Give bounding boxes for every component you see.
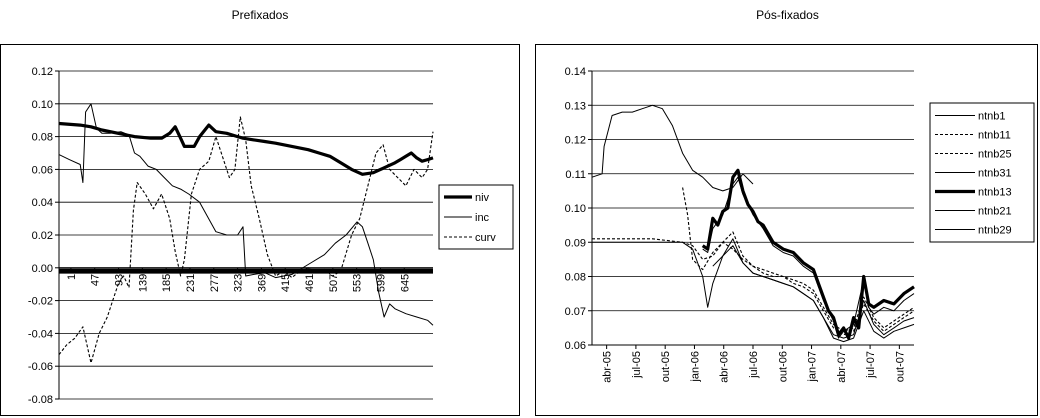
x-tick-label: jul-06	[748, 351, 760, 379]
x-tick-label: 461	[304, 274, 316, 292]
legend-label: niv	[475, 192, 490, 204]
chart-pos-fixados: 0.14 0.13 0.12 0.11 0.10 0.09 0.08 0.07 0.06 abr-…	[535, 44, 1038, 416]
chart-title-pos-fixados: Pós-fixados	[756, 8, 819, 22]
legend-label: ntnb11	[978, 130, 1011, 142]
x-tick-label: 47	[90, 274, 102, 286]
x-tick-label: 231	[185, 274, 197, 292]
chart-prefixados: 0.12 0.10 0.08 0.06 0.04 0.02 0.00 -0.02 -0.04 -0…	[0, 44, 520, 416]
y-tick-label: 0.00	[32, 263, 53, 275]
series-line-curv	[58, 116, 434, 364]
series-line-inc	[58, 103, 434, 326]
chart-title-prefixados: Prefixados	[231, 8, 289, 22]
y-tick-label: 0.11	[565, 169, 586, 181]
y-tick-label: 0.13	[565, 100, 586, 112]
y-tick-label: 0.02	[32, 230, 53, 242]
x-tick-label: 645	[399, 274, 411, 292]
x-tick-label: 553	[352, 274, 364, 292]
legend-label: ntnb13	[978, 187, 1012, 199]
x-tick-label: 185	[161, 274, 173, 292]
y-tick-label: 0.12	[32, 66, 53, 78]
y-tick-label: 0.08	[565, 272, 586, 284]
series-line-ntnb25	[592, 231, 915, 332]
y-tick-label: -0.08	[28, 394, 53, 406]
x-tick-label: 139	[137, 274, 149, 292]
x-tick-label: abr-07	[836, 351, 848, 383]
x-tick-label: 1	[66, 274, 78, 280]
x-tick-label: 277	[209, 274, 221, 292]
y-tick-label: 0.10	[565, 203, 586, 215]
series-line-ntnb21	[702, 176, 915, 339]
y-tick-label: 0.07	[565, 306, 586, 318]
legend-label: ntnb1	[978, 111, 1006, 123]
x-tick-label: out-06	[777, 351, 789, 382]
y-tick-label: 0.06	[565, 340, 586, 352]
legend-label: ntnb21	[978, 206, 1012, 218]
y-tick-label: -0.02	[28, 296, 53, 308]
series-line-ntnb1	[591, 104, 754, 192]
x-tick-label: jan-06	[689, 351, 701, 383]
chart-prefixados-svg: 0.12 0.10 0.08 0.06 0.04 0.02 0.00 -0.02 -0.04 -0…	[28, 66, 514, 406]
y-tick-label: 0.09	[565, 237, 586, 249]
series-line-ntnb11	[682, 187, 915, 336]
x-tick-label: out-05	[660, 351, 672, 382]
legend-label: inc	[475, 212, 490, 224]
x-tick-label: jul-05	[631, 351, 643, 379]
series-line-ntnb13	[701, 168, 915, 340]
legend-label: ntnb29	[978, 225, 1012, 237]
y-tick-label: 0.04	[32, 197, 53, 209]
x-tick-label: 369	[256, 274, 268, 292]
legend-label: ntnb31	[978, 168, 1012, 180]
x-tick-label: 599	[375, 274, 387, 292]
series-line-niv	[58, 121, 434, 176]
legend-label: ntnb25	[978, 149, 1012, 161]
y-tick-label: 0.10	[32, 99, 53, 111]
x-tick-label: jan-07	[807, 351, 819, 383]
y-tick-label: -0.06	[28, 361, 53, 373]
x-tick-label: abr-05	[602, 351, 614, 383]
x-tick-label: out-07	[894, 351, 906, 382]
x-tick-label: jul-07	[865, 351, 877, 379]
y-tick-label: 0.08	[32, 132, 53, 144]
x-tick-label: 415	[280, 274, 292, 292]
legend-label: curv	[475, 232, 496, 244]
x-tick-label: 507	[328, 274, 340, 292]
x-tick-label: abr-06	[719, 351, 731, 383]
x-tick-label: 323	[233, 274, 245, 292]
chart-pos-fixados-svg: 0.14 0.13 0.12 0.11 0.10 0.09 0.08 0.07 0.06 abr-…	[565, 66, 1035, 383]
y-tick-label: 0.06	[32, 164, 53, 176]
y-tick-label: 0.12	[565, 135, 586, 147]
y-tick-label: -0.04	[28, 328, 53, 340]
series-line-ntnb29	[712, 245, 915, 343]
y-tick-label: 0.14	[565, 66, 586, 78]
